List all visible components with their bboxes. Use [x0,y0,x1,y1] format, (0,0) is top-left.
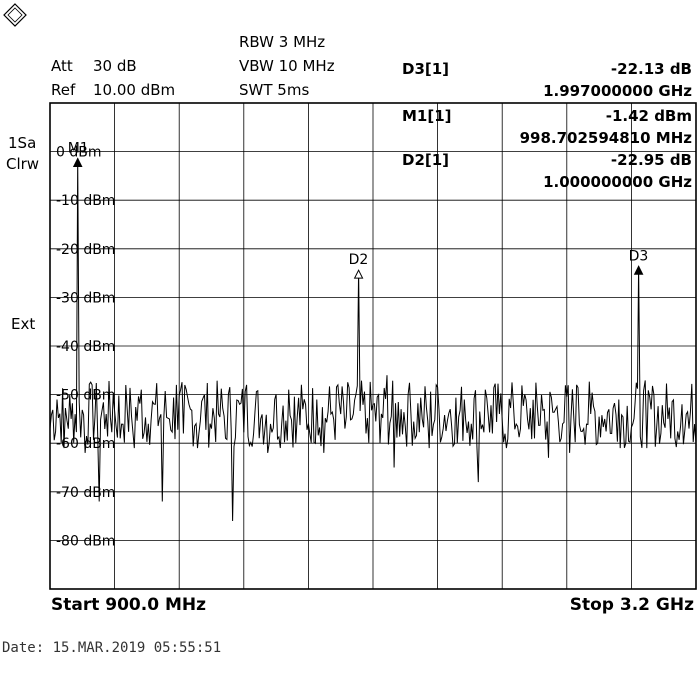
plot-frame [49,102,697,590]
date-stamp: Date: 15.MAR.2019 05:55:51 [2,640,222,656]
marker-m1-name: M1[1] [402,107,452,125]
marker-d2-icon [353,269,364,279]
ref-label: Ref [51,81,76,99]
ext-label: Ext [11,315,36,333]
stop-frequency: Stop 3.2 GHz [569,595,694,615]
marker-d2-label: D2 [349,252,369,268]
rbw-setting: RBW 3 MHz [239,33,326,51]
marker-d3-icon [633,265,644,275]
y-tick-label: -30 dBm [56,290,115,306]
y-tick-label: -50 dBm [56,388,115,404]
y-tick-label: -10 dBm [56,193,115,209]
trace-mode-clrw: Clrw [6,155,40,173]
rohde-schwarz-logo-icon [3,3,27,27]
y-tick-label: -60 dBm [56,436,115,452]
y-tick-label: 0 dBm [56,145,102,161]
marker-d3-value: -22.13 dB [610,60,692,78]
marker-d2-value: -22.95 dB [610,151,692,169]
vbw-setting: VBW 10 MHz [239,57,335,75]
marker-m1-freq: 998.702594810 MHz [519,129,692,147]
spectrum-trace [49,158,697,522]
marker-d3-name: D3[1] [402,60,450,78]
trace-mode-sa: 1Sa [8,134,37,152]
start-frequency: Start 900.0 MHz [51,595,207,615]
y-tick-label: -20 dBm [56,242,115,258]
marker-d2-freq: 1.000000000 GHz [543,173,692,191]
att-value: 30 dB [93,57,137,75]
marker-m1-value: -1.42 dBm [605,107,692,125]
ref-value: 10.00 dBm [93,81,176,99]
y-tick-label: -80 dBm [56,533,115,549]
marker-m1-icon [72,157,83,168]
swt-setting: SWT 5ms [239,81,310,99]
marker-d2-name: D2[1] [402,151,450,169]
y-tick-label: -70 dBm [56,485,115,501]
marker-d3-label: D3 [629,248,649,264]
att-label: Att [51,57,73,75]
marker-d3-freq: 1.997000000 GHz [543,82,692,100]
y-tick-label: -40 dBm [56,339,115,355]
marker-m1-label: M1 [68,141,89,157]
